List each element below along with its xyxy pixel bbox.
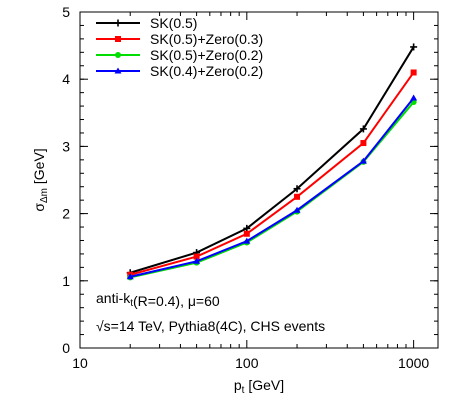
legend-marker [114,67,122,74]
y-tick-label: 0 [62,340,70,356]
x-tick-label: 1000 [398,355,429,371]
data-point [410,43,418,51]
data-point [243,237,251,244]
data-point [294,193,301,200]
data-point [126,273,134,280]
legend-label: SK(0.5)+Zero(0.3) [150,31,263,47]
legend: SK(0.5)SK(0.5)+Zero(0.3)SK(0.5)+Zero(0.2… [96,15,263,79]
legend-marker [115,52,121,58]
data-point [193,253,200,260]
data-point [193,257,201,264]
series-line-4 [129,97,415,278]
legend-marker [115,36,121,42]
legend-label: SK(0.5) [150,15,197,31]
annotation-text: anti-kt(R=0.4), μ=60 [96,290,220,309]
plot-frame [79,11,439,349]
data-point [243,230,250,237]
x-tick-label: 100 [235,355,259,371]
legend-marker [114,19,122,27]
y-tick-label: 4 [62,71,70,87]
series-line-2 [129,71,415,276]
data-point [360,140,367,147]
series-layer [126,43,418,281]
y-axis-label: σΔm [GeV] [31,148,50,211]
legend-label: SK(0.4)+Zero(0.2) [150,63,263,79]
legend-label: SK(0.5)+Zero(0.2) [150,47,263,63]
y-tick-label: 1 [62,273,70,289]
axis-ticks: 0 1 2 3 4 5 10 100 1000 [62,4,438,371]
data-point [359,157,367,164]
x-axis-label: pt [GeV] [234,377,284,396]
x-tick-label: 10 [72,355,88,371]
series-line-3 [130,101,415,279]
data-point [359,125,367,133]
data-point [243,224,251,232]
series-line-1 [129,46,415,274]
data-point [410,94,418,101]
y-tick-label: 5 [62,4,70,20]
data-point [293,185,301,193]
data-point [293,206,301,213]
annotation-text: √s=14 TeV, Pythia8(4C), CHS events [96,318,325,334]
y-tick-label: 2 [62,206,70,222]
y-tick-label: 3 [62,138,70,154]
annotations: anti-kt(R=0.4), μ=60 √s=14 TeV, Pythia8(4… [96,290,325,334]
data-point [410,69,417,76]
